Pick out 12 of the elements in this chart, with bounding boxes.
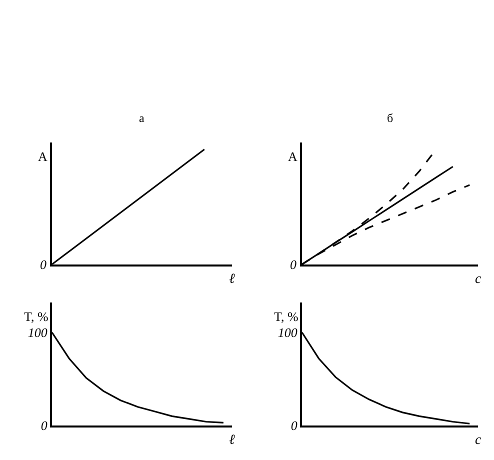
y-axis-title: T, %: [274, 309, 298, 324]
y-axis-title: A: [38, 149, 48, 164]
y-axis-title: T, %: [24, 309, 48, 324]
x-axis-title: c: [475, 272, 482, 287]
y-axis-title: A: [288, 149, 298, 164]
x-axis-title: c: [475, 433, 482, 448]
x-axis-title: ℓ: [229, 272, 235, 287]
x-axis-title: ℓ: [229, 433, 235, 448]
chart-title: б: [387, 111, 394, 125]
y-tick-label: 100: [278, 324, 298, 340]
y-tick-label: 100: [28, 324, 48, 340]
chart-title: а: [139, 111, 145, 125]
